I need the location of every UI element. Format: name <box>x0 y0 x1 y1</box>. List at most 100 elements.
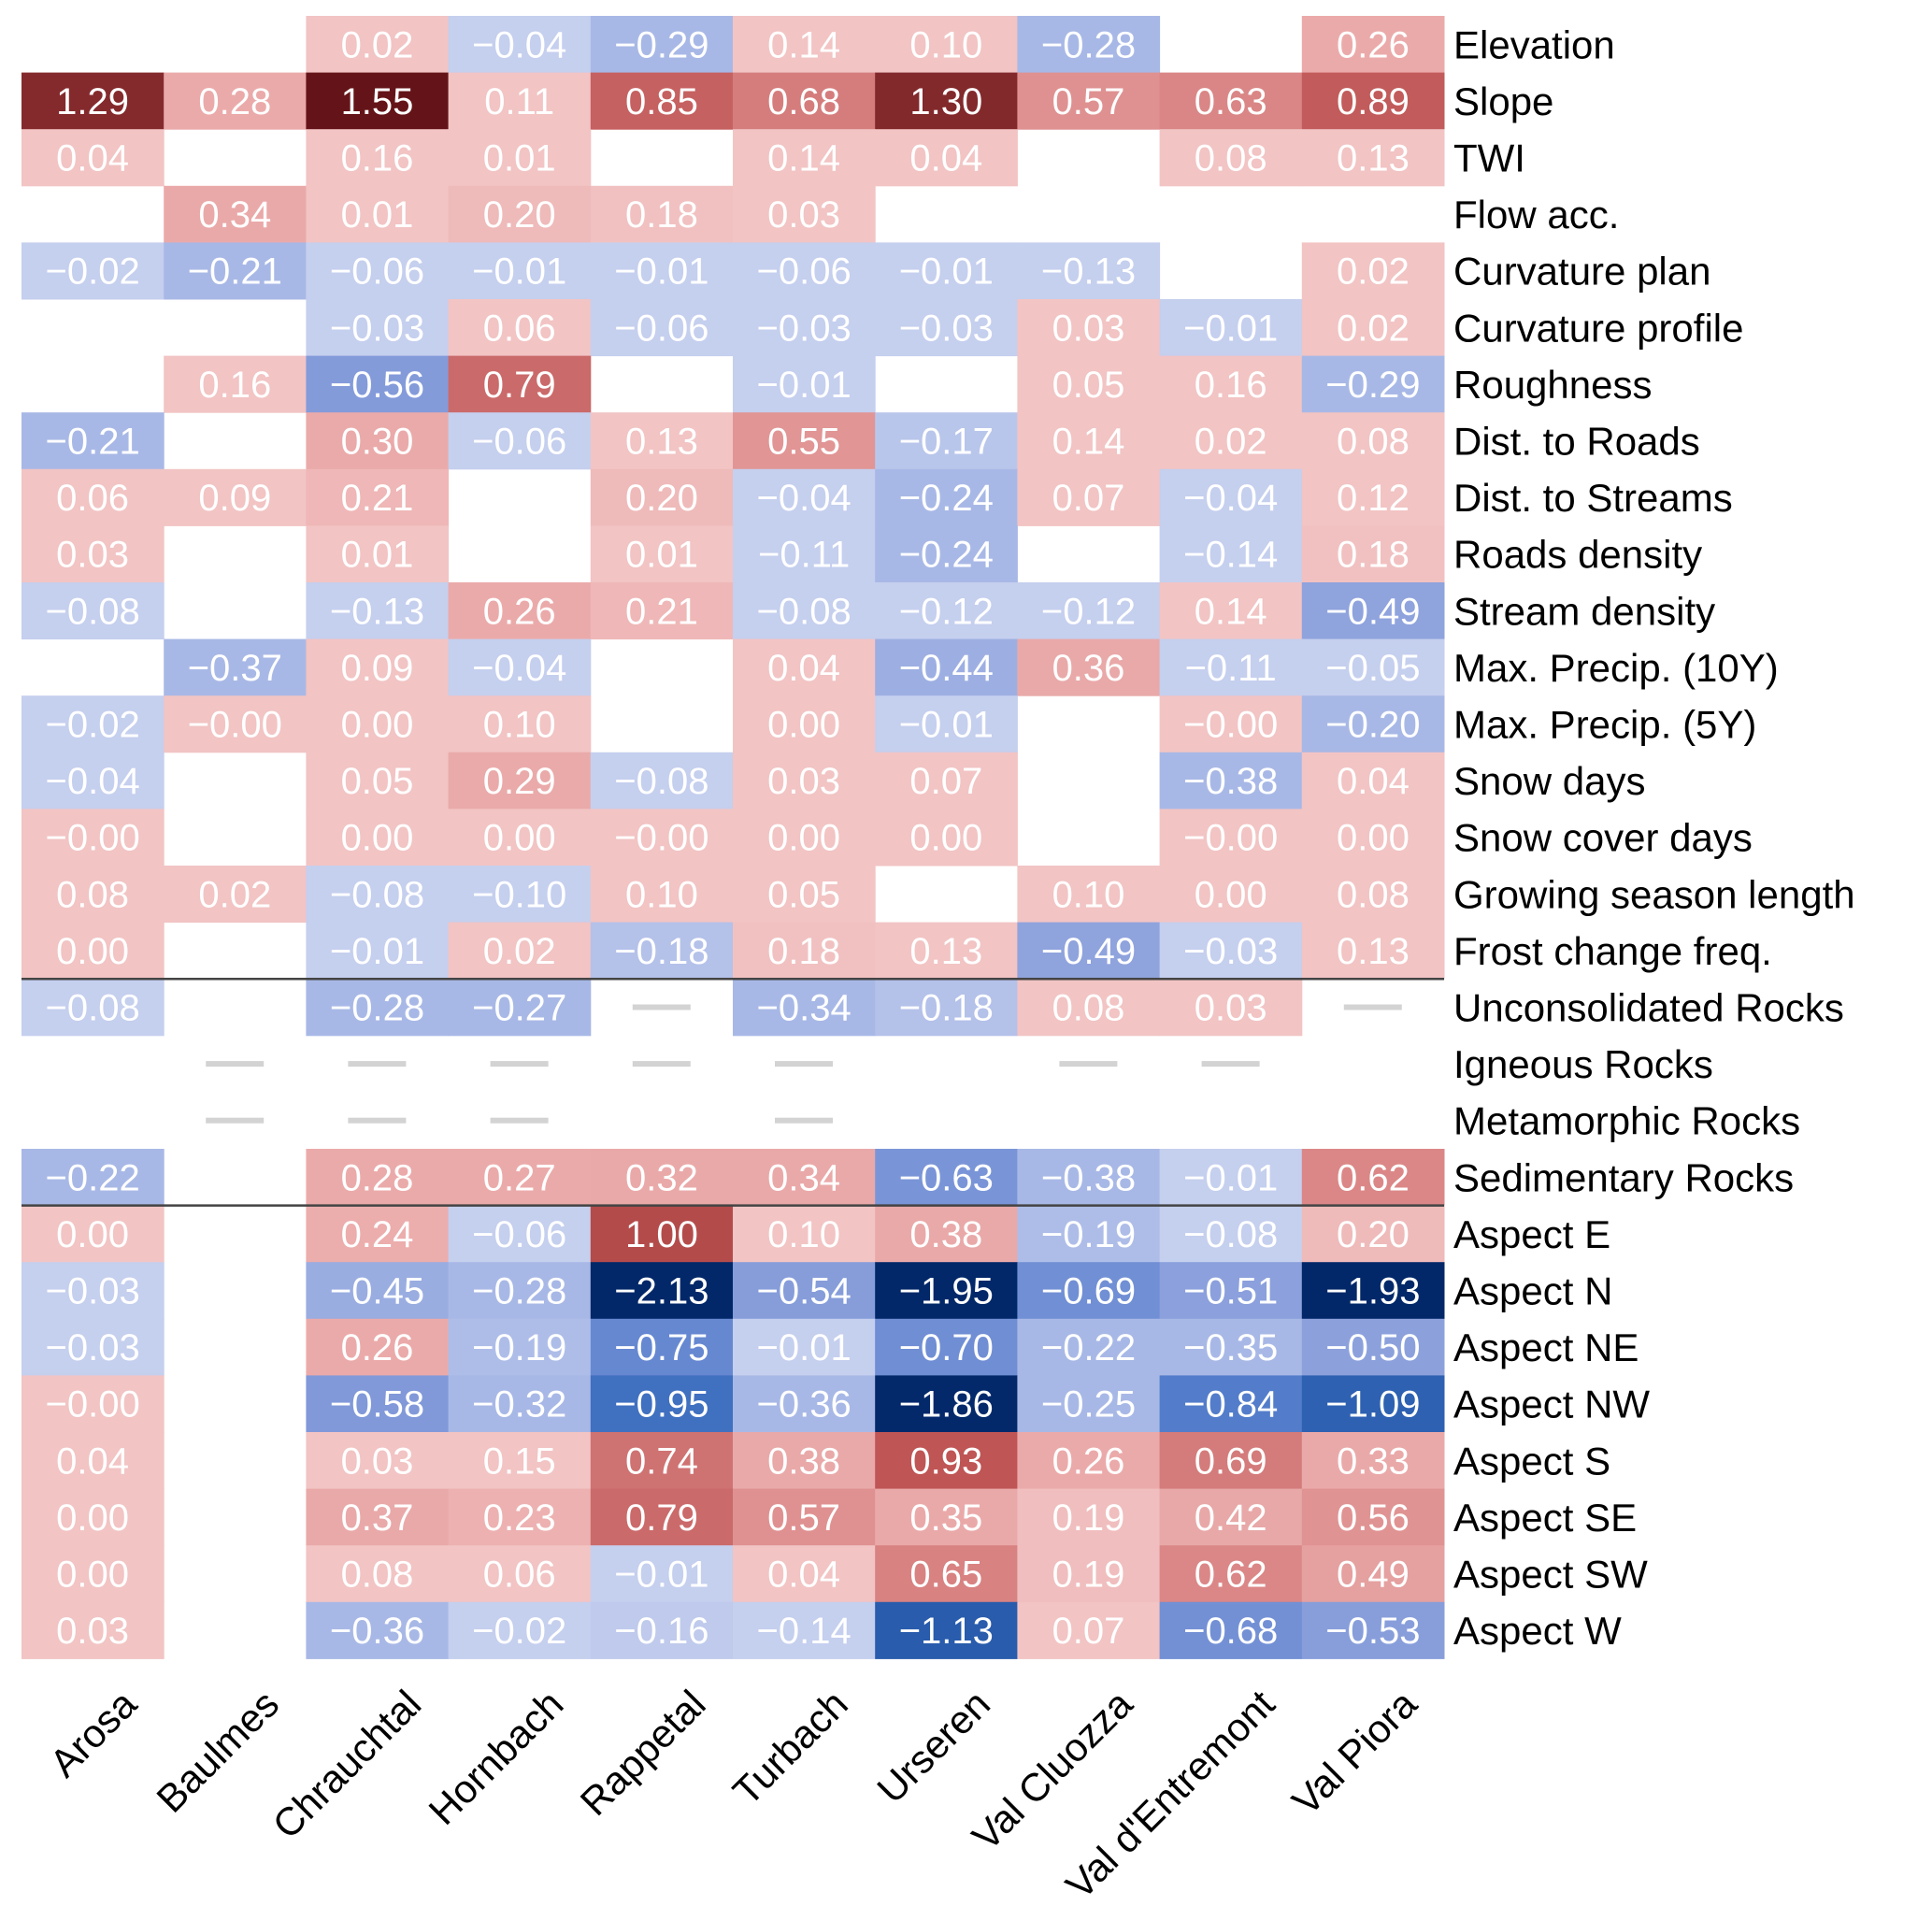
heatmap-cell <box>875 695 1018 753</box>
cell-value-label: 0.08 <box>1337 874 1410 915</box>
heatmap-cell <box>306 1375 450 1433</box>
cell-value-label: 0.32 <box>625 1157 698 1198</box>
heatmap-cell <box>21 1488 165 1546</box>
cell-value-label: −0.00 <box>188 705 282 746</box>
heatmap-cell <box>1159 752 1303 810</box>
heatmap-cell <box>733 922 876 980</box>
cell-value-label: −0.84 <box>1183 1384 1278 1426</box>
cell-value-label: 0.01 <box>483 138 556 179</box>
cell-value-label: 0.00 <box>56 1497 129 1539</box>
cell-value-label: 0.04 <box>767 648 840 689</box>
cell-value-label: −0.28 <box>330 988 424 1029</box>
reference-dash <box>775 1117 833 1124</box>
cell-value-label: 0.08 <box>341 1555 414 1596</box>
cell-value-label: −0.38 <box>1041 1157 1136 1198</box>
cell-value-label: −0.03 <box>45 1327 139 1368</box>
cell-value-label: 0.24 <box>341 1214 414 1255</box>
cell-value-label: 0.62 <box>1337 1157 1410 1198</box>
heatmap-cell <box>1301 1205 1445 1263</box>
heatmap-cell <box>306 1262 450 1320</box>
cell-value-label: 0.89 <box>1337 81 1410 122</box>
cell-value-label: −1.86 <box>899 1384 994 1426</box>
cell-value-label: −0.36 <box>330 1611 424 1652</box>
heatmap-cell <box>875 638 1018 696</box>
cell-value-label: 0.74 <box>625 1440 698 1482</box>
cell-value-label: 0.19 <box>1052 1555 1125 1596</box>
cell-value-label: 0.03 <box>341 1440 414 1482</box>
column-label: Val Piora <box>1283 1682 1425 1824</box>
reference-dash <box>348 1061 407 1067</box>
column-label: Chrauchtal <box>265 1682 430 1847</box>
heatmap-cell <box>733 1432 876 1490</box>
heatmap-cell <box>875 242 1018 300</box>
heatmap-cell <box>733 355 876 413</box>
cell-value-label: −0.58 <box>330 1384 424 1426</box>
row-label: Sedimentary Rocks <box>1453 1155 1794 1199</box>
heatmap-cell <box>733 582 876 640</box>
heatmap-cell <box>448 1262 592 1320</box>
heatmap-cell <box>1017 16 1161 74</box>
heatmap-cell <box>875 1262 1018 1320</box>
cell-value-label: −0.56 <box>330 365 424 406</box>
cell-value-label: −0.36 <box>756 1384 851 1426</box>
heatmap-cell <box>1301 242 1445 300</box>
cell-value-label: 0.27 <box>483 1157 556 1198</box>
heatmap-cell <box>590 525 734 583</box>
heatmap-cell <box>1159 299 1303 357</box>
column-label: Arosa <box>41 1682 145 1785</box>
cell-value-label: −0.20 <box>1325 705 1420 746</box>
cell-value-label: 0.01 <box>625 535 698 576</box>
cell-value-label: 0.14 <box>767 138 840 179</box>
cell-value-label: −0.00 <box>614 818 708 859</box>
cell-value-label: 0.13 <box>1337 931 1410 972</box>
cell-value-label: 0.02 <box>483 931 556 972</box>
cell-value-label: 0.08 <box>56 874 129 915</box>
heatmap-cell <box>1301 72 1445 130</box>
heatmap-cell <box>448 299 592 357</box>
heatmap-cell <box>875 16 1018 74</box>
cell-value-label: 0.05 <box>767 874 840 915</box>
cell-value-label: −0.14 <box>1183 535 1278 576</box>
cell-value-label: 0.34 <box>767 1157 840 1198</box>
heatmap-cell <box>448 355 592 413</box>
row-label: Frost change freq. <box>1453 929 1772 973</box>
heatmap-cell <box>1301 525 1445 583</box>
cell-value-label: 0.04 <box>56 1440 129 1482</box>
heatmap-cell <box>21 1601 165 1659</box>
heatmap-cell <box>1301 809 1445 867</box>
cell-value-label: 0.26 <box>483 591 556 632</box>
heatmap-cell <box>1017 1545 1161 1603</box>
heatmap-cell <box>875 1432 1018 1490</box>
cell-value-label: −0.38 <box>1183 761 1278 802</box>
cell-value-label: −0.11 <box>1185 648 1277 689</box>
row-label: Aspect N <box>1453 1269 1612 1313</box>
heatmap-cell <box>1301 1601 1445 1659</box>
cell-value-label: 0.06 <box>56 478 129 519</box>
heatmap-cell <box>448 866 592 924</box>
cell-value-label: 0.21 <box>625 591 698 632</box>
heatmap-cell <box>448 695 592 753</box>
heatmap-cell <box>1301 1488 1445 1546</box>
heatmap-cell <box>1301 355 1445 413</box>
cell-value-label: 0.16 <box>1195 365 1267 406</box>
reference-dash <box>490 1061 549 1067</box>
heatmap-cell <box>306 638 450 696</box>
heatmap-cell <box>1017 355 1161 413</box>
heatmap-cell <box>875 299 1018 357</box>
cell-value-label: 0.26 <box>1052 1440 1125 1482</box>
cell-value-label: −0.54 <box>756 1271 851 1312</box>
cell-value-label: −0.08 <box>756 591 851 632</box>
row-label: Snow days <box>1453 759 1645 803</box>
cell-value-label: 0.10 <box>767 1214 840 1255</box>
heatmap-cell <box>1159 1149 1303 1207</box>
heatmap-cell <box>1301 695 1445 753</box>
heatmap-cell <box>306 922 450 980</box>
heatmap-cell <box>590 1545 734 1603</box>
heatmap-cell <box>590 809 734 867</box>
cell-value-label: −0.32 <box>472 1384 566 1426</box>
row-label: TWI <box>1453 136 1525 180</box>
heatmap-cell <box>21 809 165 867</box>
cell-value-label: 0.06 <box>483 1555 556 1596</box>
heatmap-cell <box>306 299 450 357</box>
